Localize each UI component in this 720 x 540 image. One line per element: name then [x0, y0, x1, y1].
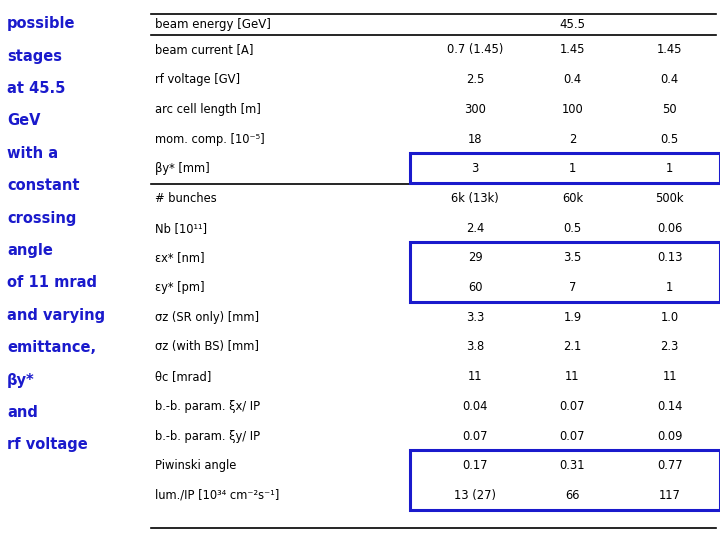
Text: 0.07: 0.07 [462, 429, 488, 443]
Text: 500k: 500k [655, 192, 684, 205]
Text: 3: 3 [472, 162, 479, 176]
Text: εy* [pm]: εy* [pm] [155, 281, 204, 294]
Text: and: and [7, 405, 38, 420]
Text: 0.09: 0.09 [657, 429, 683, 443]
Text: βy* [mm]: βy* [mm] [155, 162, 210, 176]
Text: 1.0: 1.0 [660, 310, 679, 324]
Text: 13 (27): 13 (27) [454, 489, 496, 502]
Text: beam energy [GeV]: beam energy [GeV] [155, 18, 271, 31]
Text: 0.77: 0.77 [657, 459, 683, 472]
Text: 1: 1 [666, 162, 673, 176]
Text: 2: 2 [569, 132, 576, 146]
Text: constant: constant [7, 178, 80, 193]
Text: βy*: βy* [7, 373, 35, 388]
Text: 0.14: 0.14 [657, 400, 683, 413]
Text: possible: possible [7, 16, 76, 31]
Text: σz (SR only) [mm]: σz (SR only) [mm] [155, 310, 259, 324]
Text: σz (with BS) [mm]: σz (with BS) [mm] [155, 340, 258, 354]
Text: 1: 1 [569, 162, 576, 176]
Text: 0.07: 0.07 [559, 429, 585, 443]
Text: 60k: 60k [562, 192, 583, 205]
Text: εx* [nm]: εx* [nm] [155, 251, 204, 265]
Text: mom. comp. [10⁻⁵]: mom. comp. [10⁻⁵] [155, 132, 264, 146]
Text: stages: stages [7, 49, 62, 64]
Text: 1.9: 1.9 [563, 310, 582, 324]
Text: 300: 300 [464, 103, 486, 116]
Text: 0.4: 0.4 [563, 73, 582, 86]
Text: 0.17: 0.17 [462, 459, 488, 472]
Text: 0.31: 0.31 [559, 459, 585, 472]
Text: 11: 11 [662, 370, 677, 383]
Text: 6k (13k): 6k (13k) [451, 192, 499, 205]
Text: GeV: GeV [7, 113, 41, 129]
Text: 45.5: 45.5 [559, 18, 585, 31]
Text: angle: angle [7, 243, 53, 258]
Text: 11: 11 [468, 370, 482, 383]
Text: 0.7 (1.45): 0.7 (1.45) [447, 43, 503, 57]
Text: θc [mrad]: θc [mrad] [155, 370, 211, 383]
Text: 2.5: 2.5 [466, 73, 485, 86]
Text: 1.45: 1.45 [657, 43, 683, 57]
Text: 0.4: 0.4 [660, 73, 679, 86]
Text: 0.13: 0.13 [657, 251, 683, 265]
Text: arc cell length [m]: arc cell length [m] [155, 103, 261, 116]
Text: 117: 117 [659, 489, 680, 502]
Text: crossing: crossing [7, 211, 76, 226]
Text: of 11 mrad: of 11 mrad [7, 275, 97, 291]
Text: 7: 7 [569, 281, 576, 294]
Bar [410, 242, 720, 302]
Text: 0.5: 0.5 [563, 221, 582, 235]
Text: 3.8: 3.8 [466, 340, 485, 354]
Text: with a: with a [7, 146, 58, 161]
Text: b.-b. param. ξx/ IP: b.-b. param. ξx/ IP [155, 400, 260, 413]
Text: 2.3: 2.3 [660, 340, 679, 354]
Text: 11: 11 [565, 370, 580, 383]
Text: 0.07: 0.07 [559, 400, 585, 413]
Text: and varying: and varying [7, 308, 105, 323]
Text: Piwinski angle: Piwinski angle [155, 459, 236, 472]
Text: 0.06: 0.06 [657, 221, 683, 235]
Text: 18: 18 [468, 132, 482, 146]
Text: emittance,: emittance, [7, 340, 96, 355]
Text: 2.4: 2.4 [466, 221, 485, 235]
Text: rf voltage: rf voltage [7, 437, 88, 453]
Text: lum./IP [10³⁴ cm⁻²s⁻¹]: lum./IP [10³⁴ cm⁻²s⁻¹] [155, 489, 279, 502]
Text: 0.04: 0.04 [462, 400, 488, 413]
Bar [410, 450, 720, 510]
Text: 2.1: 2.1 [563, 340, 582, 354]
Text: Nb [10¹¹]: Nb [10¹¹] [155, 221, 207, 235]
Text: 1.45: 1.45 [559, 43, 585, 57]
Text: beam current [A]: beam current [A] [155, 43, 253, 57]
Text: 29: 29 [468, 251, 482, 265]
Text: # bunches: # bunches [155, 192, 217, 205]
Text: 0.5: 0.5 [660, 132, 679, 146]
Text: rf voltage [GV]: rf voltage [GV] [155, 73, 240, 86]
Text: b.-b. param. ξy/ IP: b.-b. param. ξy/ IP [155, 429, 260, 443]
Text: 60: 60 [468, 281, 482, 294]
Bar [410, 153, 720, 183]
Text: 66: 66 [565, 489, 580, 502]
Text: 3.3: 3.3 [466, 310, 485, 324]
Text: at 45.5: at 45.5 [7, 81, 66, 96]
Text: 1: 1 [666, 281, 673, 294]
Text: 3.5: 3.5 [563, 251, 582, 265]
Text: 50: 50 [662, 103, 677, 116]
Text: 100: 100 [562, 103, 583, 116]
